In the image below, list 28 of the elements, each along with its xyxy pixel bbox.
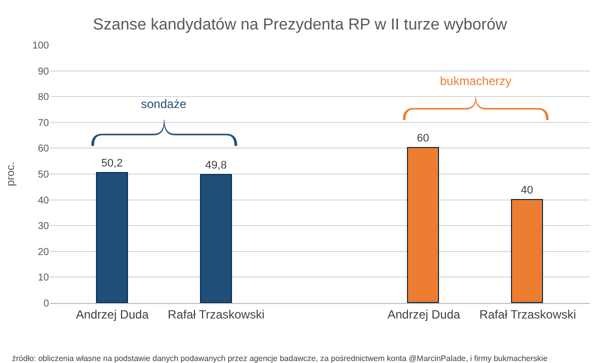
x-tick-label: Andrzej Duda [387,307,461,322]
y-tick-label: 60 [38,144,50,155]
data-label: 50,2 [101,158,123,170]
bar [200,174,232,303]
y-tick-label: 0 [43,298,50,310]
annotation: bukmacherzy [440,74,512,88]
y-tick-label: 70 [38,118,50,129]
y-tick-label: 90 [38,66,50,78]
data-label: 60 [416,132,430,144]
bar [511,199,543,303]
y-axis-title: proc. [4,162,17,186]
y-tick-label: 30 [38,221,50,232]
y-tick-label: 10 [38,272,50,284]
text: źródło: obliczenia własne na podstawie danych podawanych przez agencje badawcze, za pośrednictwem konta @MarcinPalade, i firmy bukmacherskie [12,354,548,363]
annotation: sondaże [141,97,187,111]
y-tick-label: 40 [38,195,50,206]
y-tick-label: 50 [38,170,50,180]
x-tick-label: Rafał Trzaskowski [479,307,576,322]
x-tick-label: Rafał Trzaskowski [168,307,264,322]
bar [407,147,439,303]
y-tick-label: 100 [32,40,50,52]
data-label: 49,8 [205,160,227,172]
y-tick-label: 80 [38,92,50,104]
bar [96,172,128,303]
chart-title: Szanse kandydatów na Prezydenta RP w II turze wyborów [92,16,508,34]
data-label: 40 [520,184,534,196]
x-tick-label: Andrzej Duda [76,307,149,322]
y-tick-label: 20 [38,246,50,258]
